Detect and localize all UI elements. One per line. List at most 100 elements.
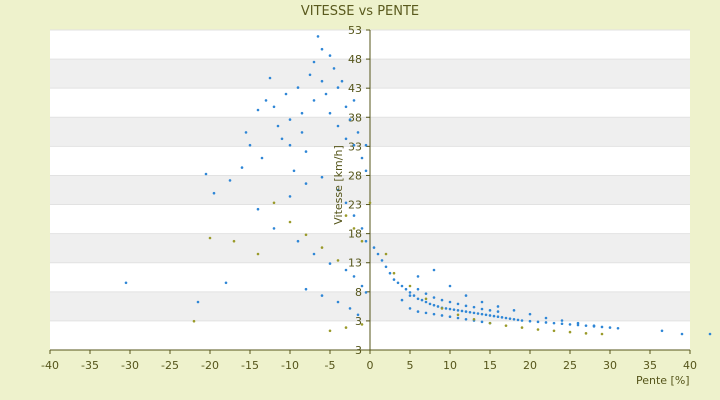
data-point [284,92,288,96]
data-point [352,99,356,102]
data-point [416,287,420,291]
data-point [536,328,540,331]
data-point [496,310,500,313]
data-point [344,214,348,217]
data-point [332,67,336,70]
y-tick-label: 28 [348,169,362,182]
data-point [576,321,580,325]
data-point [364,143,368,147]
data-point [336,86,340,89]
data-point [424,300,428,304]
data-point [344,326,348,329]
data-point [352,227,356,230]
data-point [516,318,520,322]
data-point [256,252,260,256]
x-tick-label: 10 [443,359,457,372]
data-point [448,300,452,304]
data-point [356,131,360,134]
data-points [124,35,712,336]
data-point [480,320,484,324]
data-point [292,169,296,173]
data-point [512,309,516,312]
data-point [264,99,268,102]
data-point [400,298,404,302]
data-point [320,294,324,297]
data-point [228,179,232,182]
data-point [348,118,352,121]
data-point [248,143,252,147]
data-point [408,291,412,294]
y-axis-label: Vitesse [km/h] [332,145,345,225]
data-point [480,300,484,304]
data-point [608,326,612,329]
data-point [408,307,412,310]
data-point [272,201,276,205]
y-tick-label: 48 [348,53,362,66]
data-point [304,150,308,153]
data-point [552,321,556,325]
x-tick-label: -15 [241,359,259,372]
y-tick-label: 8 [355,286,362,299]
data-point [464,294,468,297]
data-point [352,143,356,147]
data-point [432,268,436,272]
data-point [492,314,496,318]
data-point [276,124,280,128]
data-point [436,305,440,308]
data-point [340,79,344,83]
y-tick-label: 38 [348,111,362,124]
data-point [584,332,588,335]
data-point [304,287,308,291]
data-point [344,201,348,205]
data-point [472,305,476,309]
x-tick-label: 35 [643,359,657,372]
data-point [296,239,300,243]
data-point [504,316,508,320]
x-tick-label: -5 [325,359,336,372]
data-point [336,188,340,192]
data-point [208,236,212,240]
data-point [408,284,412,288]
data-point [520,319,524,322]
data-point [288,220,292,224]
data-point [256,108,260,112]
data-point [196,300,200,304]
data-point [440,307,444,310]
data-point [448,307,452,311]
y-tick-label: 33 [348,140,362,153]
data-point [396,281,400,285]
data-point [600,325,604,329]
data-point [456,316,460,320]
data-point [424,292,428,295]
data-point [680,332,684,336]
data-point [448,284,452,288]
data-point [272,227,276,230]
data-point [336,124,340,128]
data-point [432,303,436,307]
data-point [508,317,512,320]
data-point [392,278,396,281]
data-point [560,322,564,326]
data-point [288,143,292,147]
data-point [312,99,316,102]
data-point [600,332,604,336]
data-point [244,131,248,134]
data-point [512,317,516,321]
x-axis-ticks: -40 -35 -30 -25 -20 -15 -10 -5 0 5 10 15 20 25 30 35 40 [41,350,697,372]
data-point [568,330,572,334]
data-point [316,35,320,38]
data-point [416,275,420,278]
data-point [344,105,348,109]
data-point [464,304,468,308]
data-point [360,284,364,288]
y-tick-label: 13 [348,257,362,270]
data-point [468,310,472,314]
y-tick-label: 3 [355,344,362,357]
data-point [552,329,556,333]
data-point [368,201,372,205]
data-point [448,315,452,319]
data-point [424,297,428,301]
data-point [480,307,484,311]
